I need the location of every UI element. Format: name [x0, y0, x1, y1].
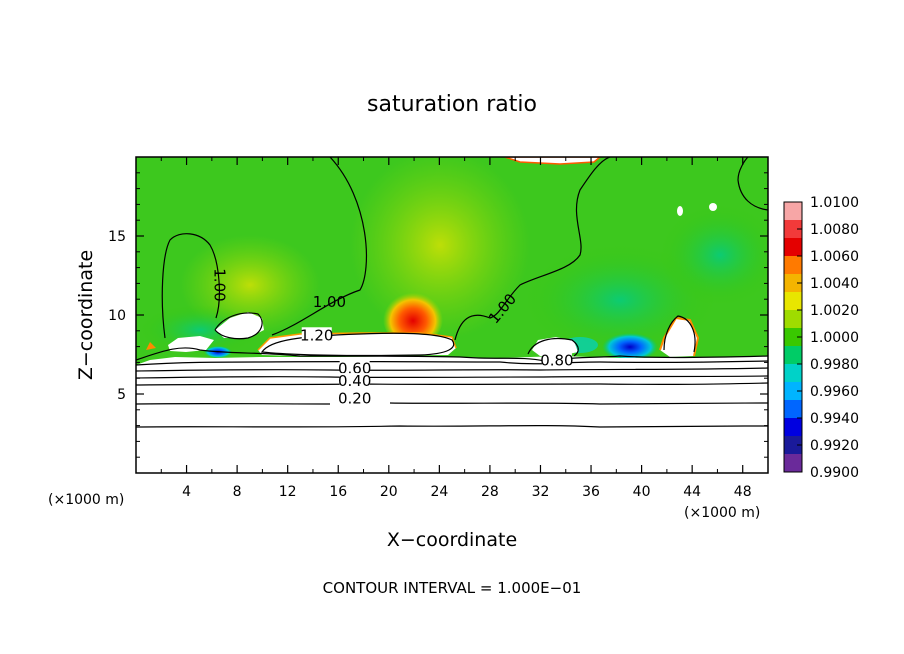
x-tick-label: 28: [481, 484, 499, 500]
colorbar-swatch: [784, 256, 802, 275]
y-tick-label: 5: [117, 387, 126, 403]
colorbar-swatch: [784, 274, 802, 293]
field-white-pocket: [677, 206, 683, 216]
colorbar-swatch: [784, 346, 802, 365]
x-tick-label: 40: [633, 484, 651, 500]
contour-label: 1.00: [313, 293, 346, 311]
colorbar-swatch: [784, 328, 802, 347]
colorbar-label: 0.9900: [810, 465, 859, 481]
contour-1.00-right: [454, 157, 611, 341]
x-tick-label: 48: [734, 484, 752, 500]
y-axis: 5 10 15: [108, 172, 768, 458]
contour-label-bg: [339, 373, 370, 389]
contour-1.00-farright: [737, 157, 768, 211]
x-unit-right: (×1000 m): [684, 505, 760, 521]
x-unit-left: (×1000 m): [48, 492, 124, 508]
contour-0.40: [136, 375, 768, 379]
colorbar-swatch: [784, 202, 802, 221]
colorbar-swatch: [784, 436, 802, 455]
x-tick-label: 24: [430, 484, 448, 500]
field-white-pocket: [660, 318, 698, 357]
x-tick-label: 32: [532, 484, 550, 500]
contour-lines: [136, 157, 768, 428]
colorbar-label: 0.9960: [810, 384, 859, 400]
contour-label: 0.20: [338, 389, 371, 407]
contour-0.20: [136, 402, 768, 405]
contour-interval-note: CONTOUR INTERVAL = 1.000E−01: [323, 579, 582, 597]
y-tick-label: 15: [108, 229, 126, 245]
colorbar-label: 0.9980: [810, 357, 859, 373]
colorbar-swatch: [784, 454, 802, 473]
x-tick-label: 36: [582, 484, 600, 500]
contour-label-bg: [339, 360, 370, 376]
field-white-pocket: [532, 337, 578, 356]
x-tick-label: 16: [329, 484, 347, 500]
colorbar-swatch: [784, 418, 802, 437]
contour-0.10: [136, 425, 768, 428]
contour-0.60: [136, 367, 768, 372]
contour-cloud-edge: [214, 312, 263, 340]
contour-label-bg: [541, 352, 572, 368]
colorbar-label: 0.9920: [810, 438, 859, 454]
colorbar: 1.0100 1.0080 1.0060 1.0040 1.0020 1.0000 0.99…: [783, 195, 859, 481]
x-tick-label: 44: [683, 484, 701, 500]
field-orange-rim: [504, 157, 602, 165]
contour-label-bg: [339, 390, 370, 406]
colorbar-label: 1.0100: [810, 195, 859, 211]
x-tick-label: 12: [279, 484, 297, 500]
contour-label: 1.00: [210, 268, 228, 301]
contour-label: 0.60: [338, 359, 371, 377]
contour-0.80: [527, 337, 579, 357]
field-orange-rim: [257, 332, 457, 351]
colorbar-label: 1.0060: [810, 249, 859, 265]
field-white-pocket: [709, 203, 717, 211]
x-tick-label: 4: [182, 484, 191, 500]
contour-label: 0.80: [540, 352, 573, 370]
colorbar-label: 1.0000: [810, 330, 859, 346]
colorbar-label: 1.0020: [810, 303, 859, 319]
field-white-pocket: [215, 312, 264, 338]
chart-title: saturation ratio: [367, 92, 537, 117]
field-blue-minimum: [602, 333, 658, 361]
colorbar-swatch: [784, 310, 802, 329]
field-white-pocket: [258, 333, 456, 356]
colorbar-swatch: [784, 364, 802, 383]
x-tick-label: 8: [233, 484, 242, 500]
contour-cloud-edge: [663, 315, 696, 353]
field-red-maximum: [383, 290, 443, 346]
colorbar-swatch: [784, 400, 802, 419]
colorbar-label: 1.0080: [810, 222, 859, 238]
colorbar-swatch: [784, 292, 802, 311]
field-light-patch: [350, 157, 530, 340]
colorbar-swatch: [784, 382, 802, 401]
contour-1.00-left: [161, 233, 220, 339]
contour-label: 1.20: [300, 326, 333, 344]
contour-wavy: [136, 360, 768, 366]
x-axis-title: X−coordinate: [387, 529, 517, 551]
contour-label-bg: [301, 327, 332, 343]
x-axis: 4 8 12 16 20 24 28 32 36 40 44 48: [160, 157, 752, 500]
contour-wavy: [136, 347, 768, 362]
field-orange-rim: [659, 316, 700, 357]
contour-1.00-center: [271, 157, 368, 336]
y-axis-title: Z−coordinate: [75, 250, 97, 380]
field-cyan-patch: [660, 205, 768, 305]
colorbar-swatch: [784, 238, 802, 257]
colorbar-label: 0.9940: [810, 411, 859, 427]
colorbar-label: 1.0040: [810, 276, 859, 292]
field-subsaturated-region: [136, 356, 768, 473]
field-orange-rim: [146, 342, 156, 350]
y-tick-label: 10: [108, 308, 126, 324]
heatmap-field: [136, 157, 768, 473]
colorbar-swatch: [784, 220, 802, 239]
contour-label: 0.40: [338, 372, 371, 390]
contour-0.30: [136, 382, 768, 386]
x-tick-label: 20: [380, 484, 398, 500]
